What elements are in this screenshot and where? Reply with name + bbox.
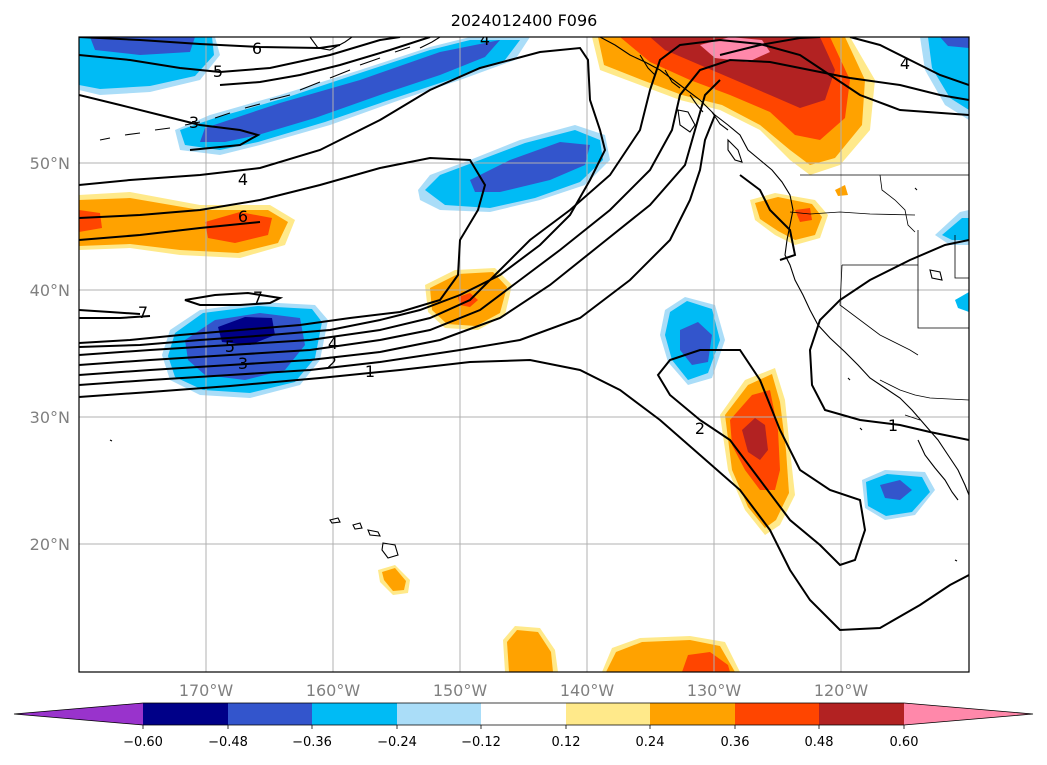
colorbar-extend-high [904,703,1033,725]
graticule [79,37,969,672]
contour-label: 1 [888,416,898,435]
contour-labels: 6 5 3 4 6 7 7 5 3 4 2 1 2 4 1 4 [138,30,910,438]
colorbar-tick-label: 0.12 [552,735,581,750]
map-title: 2024012400 F096 [451,11,598,30]
blue-anomaly-north-pacific [79,37,530,155]
orange-anomaly-west [79,192,295,258]
contour-label: 3 [238,354,248,373]
lon-label: 130°W [687,681,742,700]
lat-label: 40°N [30,281,70,300]
latitude-labels: 50°N 40°N 30°N 20°N [30,154,70,554]
contour-label: 2 [695,419,705,438]
contour-label: 4 [238,170,248,189]
colorbar-tick-label: 0.36 [721,735,750,750]
contour-label: 7 [138,303,148,322]
lon-label: 170°W [179,681,234,700]
contour-label: 5 [213,62,223,81]
lon-label: 120°W [814,681,869,700]
lat-label: 30°N [30,408,70,427]
colorbar-segment [819,703,904,725]
coastlines [99,37,969,562]
blue-anomaly-baja [862,470,935,520]
colorbar-segment [481,703,566,725]
orange-anomaly-south [503,626,740,672]
contour-label: 4 [328,334,338,353]
colorbar-segment [566,703,650,725]
colorbar-tick-label: −0.60 [123,735,163,750]
colorbar-segment [397,703,481,725]
blue-anomaly-central [418,125,610,212]
map-plot-area: 6 5 3 4 6 7 7 5 3 4 2 1 2 4 1 4 [79,30,969,672]
lat-label: 50°N [30,154,70,173]
contour-label: 2 [327,353,337,372]
blue-anomaly-northeast-corner [920,37,969,312]
orange-anomaly-coast [750,193,828,245]
colorbar-tick-label: 0.60 [890,735,919,750]
orange-anomaly-hawaii [378,565,410,595]
colorbar-segment [312,703,397,725]
blue-anomaly-east-central [660,297,725,385]
political-borders [789,174,969,421]
lon-label: 140°W [560,681,615,700]
colorbar-segment [735,703,819,725]
contour-label: 4 [480,30,490,49]
contour-label: 7 [253,288,263,307]
lat-label: 20°N [30,535,70,554]
contour-lines [79,37,969,632]
colorbar-segment [143,703,228,725]
contour-label: 3 [189,113,199,132]
lon-label: 160°W [306,681,361,700]
colorbar-tick-label: −0.12 [461,735,501,750]
colorbar-segment [228,703,312,725]
colorbar-tick-label: −0.48 [208,735,248,750]
contour-label: 6 [252,39,262,58]
colorbar-tick-label: 0.48 [805,735,834,750]
contour-label: 1 [365,362,375,381]
contour-label: 4 [900,54,910,73]
colorbar-extend-low [14,703,143,725]
map-frame [78,36,970,673]
contour-label: 5 [225,337,235,356]
colorbar-segment [650,703,735,725]
colorbar-tick-label: −0.36 [292,735,332,750]
colorbar: −0.60 −0.48 −0.36 −0.24 −0.12 0.12 0.24 … [13,702,1034,750]
longitude-labels: 170°W 160°W 150°W 140°W 130°W 120°W [179,681,869,700]
colorbar-tick-label: −0.24 [377,735,417,750]
contour-label: 6 [238,207,248,226]
lon-label: 150°W [433,681,488,700]
colorbar-tick-label: 0.24 [636,735,665,750]
